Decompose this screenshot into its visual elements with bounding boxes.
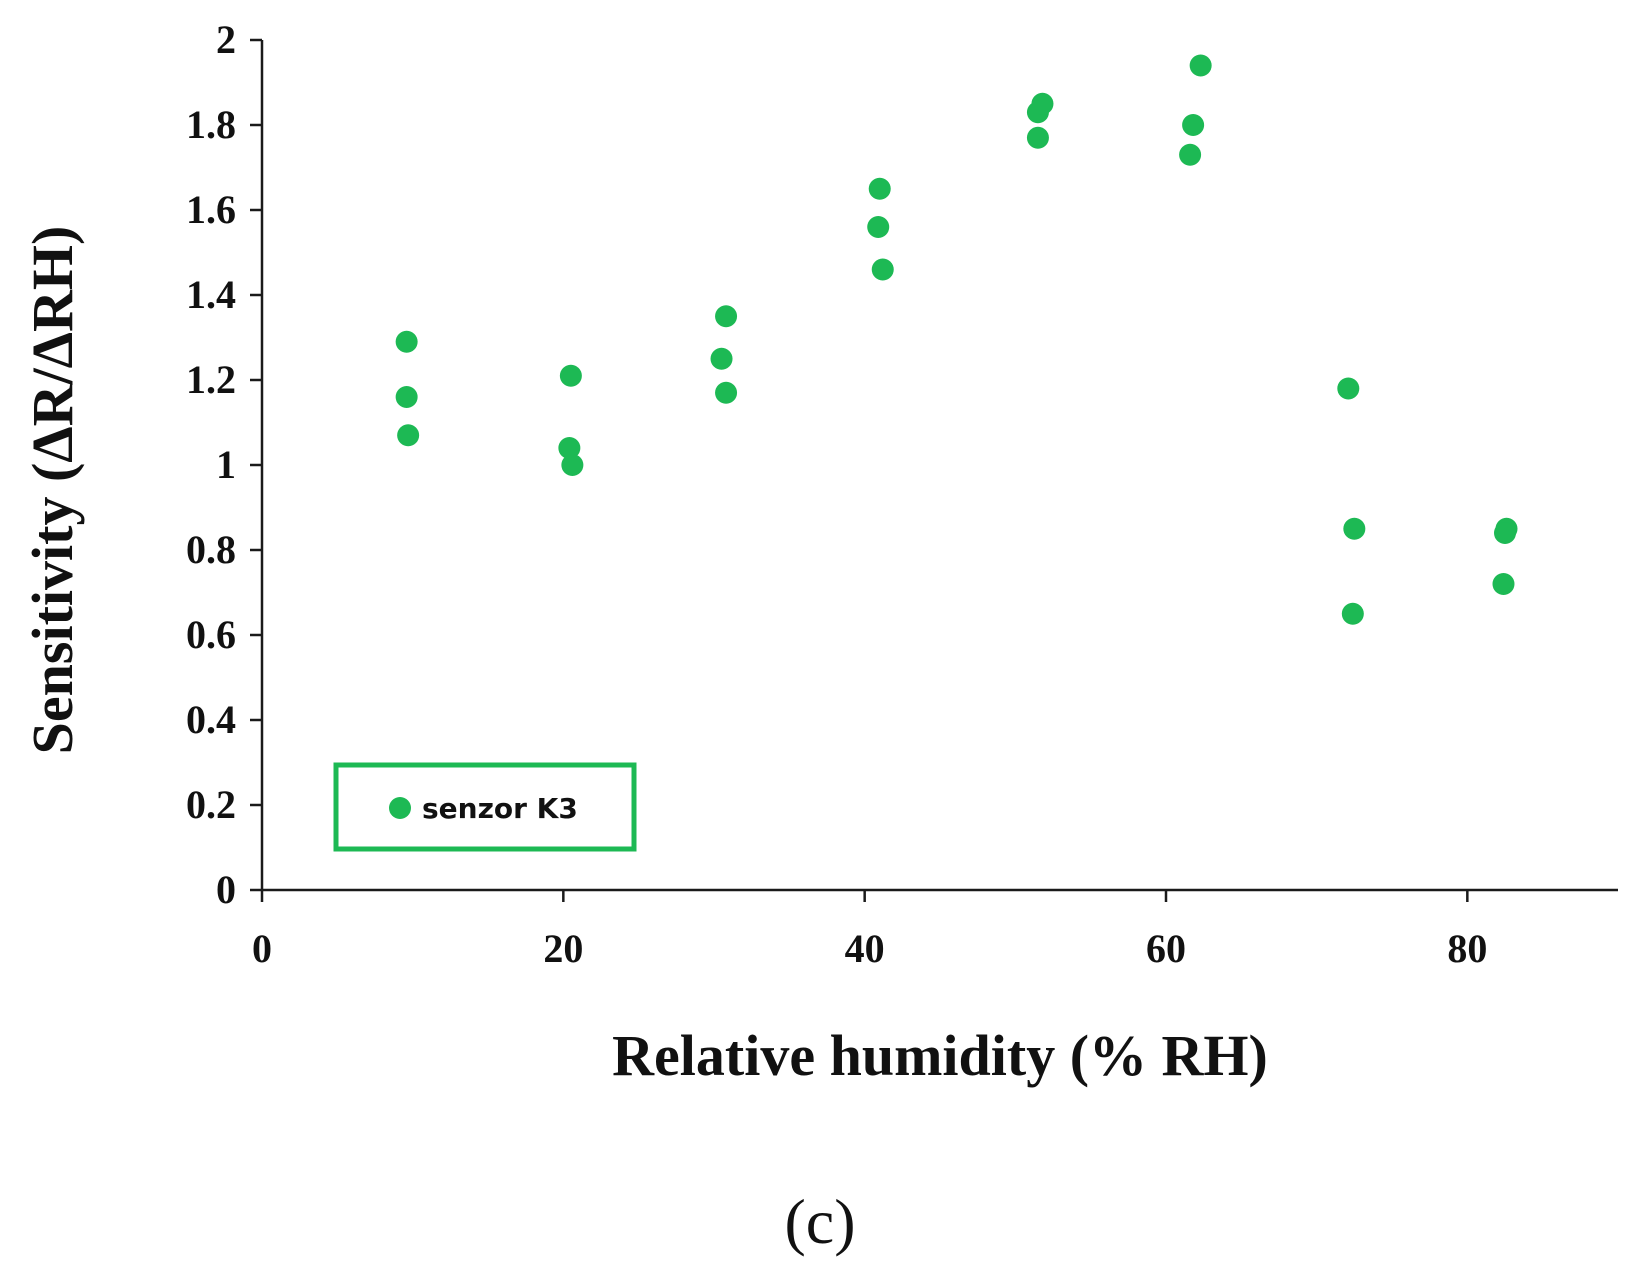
data-point <box>868 177 891 200</box>
data-point <box>715 381 738 404</box>
data-point <box>395 330 418 353</box>
data-points <box>395 54 1518 625</box>
data-point <box>1189 54 1212 77</box>
y-tick-label: 2 <box>216 17 236 62</box>
data-point <box>1337 377 1360 400</box>
y-axis-title: Sensitivity (ΔR/ΔRH) <box>20 226 85 755</box>
data-point <box>1492 573 1515 595</box>
x-axis-title: Relative humidity (% RH) <box>612 1023 1268 1088</box>
panel-label: (c) <box>784 1186 855 1257</box>
y-tick-label: 1 <box>216 442 236 487</box>
y-tick-label: 0.4 <box>186 697 236 742</box>
data-point <box>1341 602 1364 625</box>
x-tick-label: 0 <box>252 926 272 971</box>
data-point <box>1494 522 1516 544</box>
y-tick-label: 1.2 <box>186 357 236 402</box>
data-point <box>397 424 420 447</box>
legend-marker <box>389 797 411 819</box>
data-point <box>871 258 894 281</box>
data-point <box>1343 517 1366 540</box>
data-point <box>558 437 581 459</box>
x-tick-label: 80 <box>1447 926 1487 971</box>
data-point <box>1031 92 1054 115</box>
x-tick-label: 20 <box>543 926 583 971</box>
data-point <box>1179 143 1202 166</box>
legend-box <box>333 762 637 852</box>
data-point <box>395 386 418 408</box>
data-point <box>710 347 733 370</box>
x-ticks: 0 20 40 60 80 <box>252 890 1487 971</box>
data-point <box>561 454 584 476</box>
data-point <box>715 305 738 328</box>
x-tick-label: 60 <box>1146 926 1186 971</box>
data-point <box>867 216 890 238</box>
y-tick-label: 0.2 <box>186 782 236 827</box>
y-tick-label: 0.8 <box>186 527 236 572</box>
legend: senzor K3 <box>333 762 637 852</box>
y-tick-label: 0 <box>216 867 236 912</box>
y-tick-label: 1.4 <box>186 272 236 317</box>
x-tick-label: 40 <box>845 926 885 971</box>
legend-label: senzor K3 <box>422 792 578 825</box>
data-point <box>559 364 582 387</box>
y-tick-label: 1.6 <box>186 187 236 232</box>
data-point <box>1026 126 1049 149</box>
y-tick-label: 0.6 <box>186 612 236 657</box>
y-tick-label: 1.8 <box>186 102 236 147</box>
y-ticks: 0 0.2 0.4 0.6 0.8 1 1.2 1.4 1.6 1.8 2 <box>186 17 262 912</box>
data-point <box>1182 114 1205 136</box>
